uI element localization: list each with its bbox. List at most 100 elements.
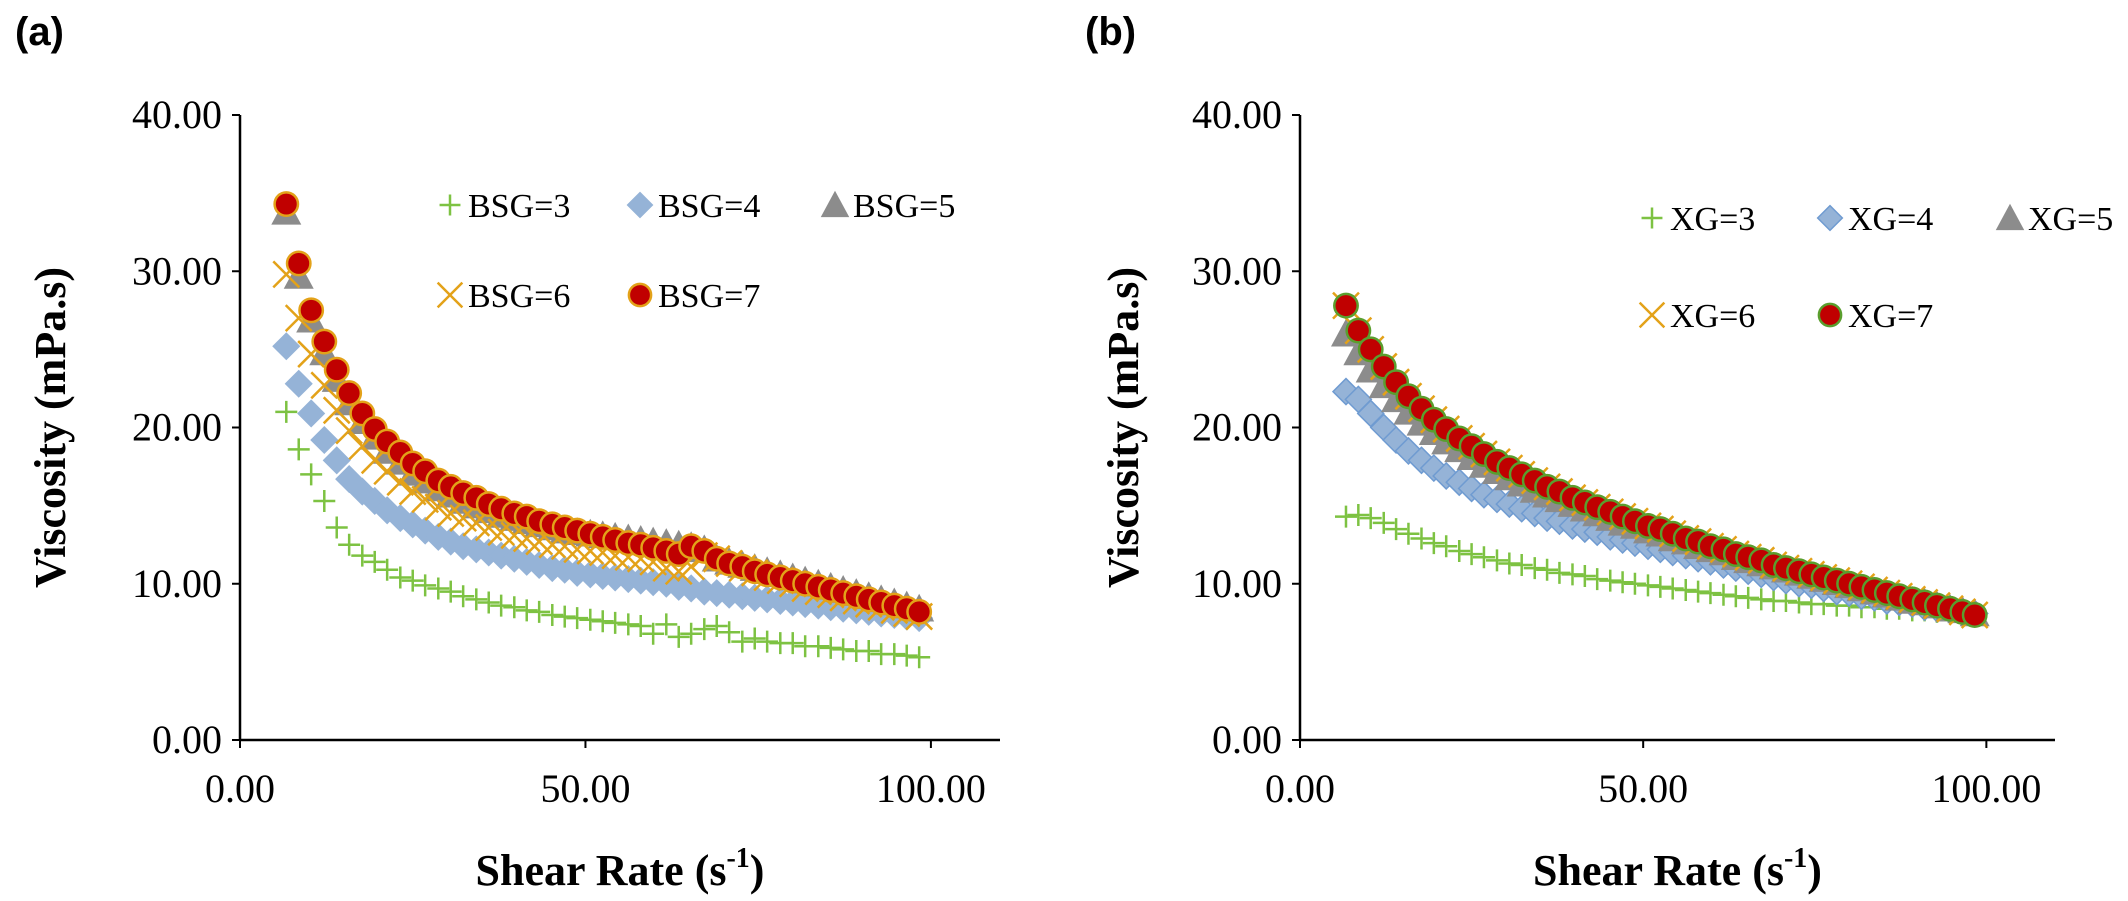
x-axis-title-superscript: -1 bbox=[726, 843, 749, 874]
data-point bbox=[807, 635, 830, 658]
data-point bbox=[427, 577, 450, 600]
x-tick-label: 0.00 bbox=[1265, 766, 1335, 811]
data-point bbox=[1536, 558, 1559, 581]
data-point bbox=[1485, 549, 1508, 572]
data-point bbox=[1410, 527, 1433, 550]
data-point bbox=[1359, 507, 1382, 530]
data-point bbox=[1750, 588, 1773, 611]
data-point bbox=[386, 504, 415, 533]
data-point bbox=[1661, 577, 1684, 600]
data-point bbox=[465, 588, 488, 611]
series-xg-7 bbox=[1333, 292, 1988, 628]
data-point bbox=[832, 638, 855, 661]
data-point bbox=[1407, 446, 1436, 475]
data-point bbox=[1385, 518, 1408, 541]
data-point bbox=[756, 630, 779, 653]
data-point bbox=[883, 643, 906, 666]
x-axis-title: Shear Rate (s-1) bbox=[1533, 843, 1822, 895]
legend-marker bbox=[627, 282, 653, 308]
data-point bbox=[1498, 552, 1521, 575]
data-point bbox=[1345, 317, 1372, 344]
y-tick-label: 0.00 bbox=[1212, 717, 1282, 762]
y-tick-label: 10.00 bbox=[1192, 561, 1282, 606]
chart-panel-b: (b) 0.00 10.00 20.00 30.00 40.00 0.00 50.00 100.… bbox=[1085, 10, 2113, 895]
legend-label: BSG=3 bbox=[468, 188, 570, 225]
data-point bbox=[1961, 602, 1988, 628]
legend-marker bbox=[626, 191, 654, 219]
data-point bbox=[591, 610, 614, 633]
y-axis-title: Viscosity (mPa.s) bbox=[1099, 267, 1148, 588]
data-point bbox=[1649, 575, 1672, 598]
y-tick-label: 40.00 bbox=[1192, 92, 1282, 137]
data-point bbox=[373, 496, 402, 525]
data-point bbox=[1623, 572, 1646, 595]
y-tick-label: 0.00 bbox=[152, 717, 222, 762]
x-tick-label: 100.00 bbox=[876, 766, 986, 811]
data-point bbox=[1472, 546, 1495, 569]
data-point bbox=[1611, 571, 1634, 594]
data-point bbox=[781, 632, 804, 655]
data-point bbox=[895, 644, 918, 667]
data-point bbox=[604, 611, 627, 634]
legend-marker bbox=[1995, 203, 2025, 231]
data-point bbox=[642, 622, 665, 645]
panel-label: (a) bbox=[15, 10, 64, 54]
legend-marker bbox=[1641, 207, 1663, 229]
data-point bbox=[718, 621, 741, 644]
data-point bbox=[579, 608, 602, 631]
data-point bbox=[401, 569, 424, 592]
data-point bbox=[1636, 574, 1659, 597]
data-point bbox=[693, 618, 716, 641]
data-point bbox=[1510, 554, 1533, 576]
legend-label: BSG=5 bbox=[853, 188, 955, 225]
data-point bbox=[857, 639, 880, 662]
data-point bbox=[1712, 583, 1735, 606]
data-point bbox=[452, 585, 475, 608]
data-point bbox=[338, 533, 361, 556]
data-point bbox=[272, 332, 301, 361]
data-point bbox=[1599, 569, 1622, 592]
data-point bbox=[1523, 557, 1546, 580]
data-point bbox=[322, 446, 351, 475]
data-point bbox=[1548, 561, 1571, 584]
x-axis-title-close: ) bbox=[1807, 846, 1822, 895]
data-point bbox=[439, 580, 462, 603]
data-point bbox=[336, 380, 363, 407]
data-point bbox=[553, 605, 576, 628]
data-point bbox=[566, 607, 589, 630]
data-point bbox=[1448, 539, 1471, 562]
legend-marker bbox=[436, 281, 464, 309]
data-point bbox=[297, 399, 326, 428]
legend-label: BSG=6 bbox=[468, 278, 570, 315]
legend-label: XG=3 bbox=[1670, 201, 1755, 238]
data-point bbox=[906, 598, 933, 625]
data-point bbox=[1724, 585, 1747, 608]
y-tick-label: 30.00 bbox=[132, 248, 222, 293]
data-point bbox=[731, 630, 754, 653]
data-point bbox=[629, 614, 652, 637]
legend-marker bbox=[1816, 204, 1844, 232]
legend-label: BSG=7 bbox=[658, 278, 760, 315]
data-point bbox=[680, 622, 703, 645]
y-tick-label: 20.00 bbox=[132, 405, 222, 450]
data-point bbox=[311, 328, 338, 355]
x-axis-title-superscript: -1 bbox=[1784, 843, 1807, 874]
data-point bbox=[503, 596, 526, 619]
x-tick-label: 50.00 bbox=[540, 766, 630, 811]
legend-marker bbox=[1817, 302, 1843, 328]
data-point bbox=[313, 489, 336, 512]
data-point bbox=[1561, 563, 1584, 586]
data-point bbox=[351, 544, 374, 567]
data-point bbox=[528, 600, 551, 623]
legend-label: BSG=4 bbox=[658, 188, 760, 225]
data-point bbox=[1356, 399, 1385, 428]
y-tick-label: 10.00 bbox=[132, 561, 222, 606]
data-point bbox=[348, 477, 377, 506]
data-point bbox=[363, 550, 386, 573]
panel-label: (b) bbox=[1085, 10, 1136, 54]
data-point bbox=[1699, 582, 1722, 605]
data-point bbox=[1737, 586, 1760, 609]
data-point bbox=[617, 613, 640, 636]
data-point bbox=[1432, 461, 1461, 490]
